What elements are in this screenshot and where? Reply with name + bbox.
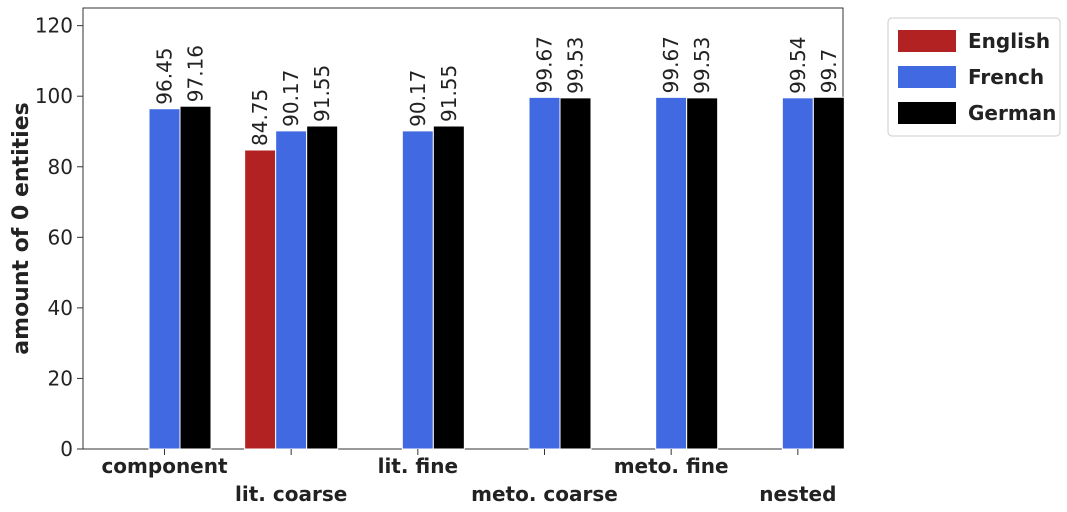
legend: English French German <box>887 17 1061 137</box>
y-tick-label: 120 <box>35 14 73 38</box>
data-label: 99.53 <box>690 37 714 94</box>
bar <box>812 96 845 450</box>
data-label: 99.54 <box>786 37 810 94</box>
data-label: 91.55 <box>310 65 334 122</box>
data-label: 96.45 <box>153 47 177 104</box>
data-label: 99.67 <box>533 36 557 93</box>
y-tick-label: 100 <box>35 84 73 108</box>
x-tick-label: nested <box>759 482 836 506</box>
legend-swatch <box>898 102 956 124</box>
bar <box>179 105 212 450</box>
bar <box>686 97 719 450</box>
x-tick-label: lit. coarse <box>235 482 347 506</box>
data-label: 84.75 <box>248 89 272 146</box>
x-tick-label: meto. coarse <box>471 482 618 506</box>
bar <box>559 97 592 450</box>
y-tick-label: 40 <box>48 296 73 320</box>
legend-swatch <box>898 30 956 52</box>
legend-label: French <box>968 65 1044 89</box>
legend-label: English <box>968 29 1050 53</box>
bar <box>148 108 181 450</box>
data-label: 97.16 <box>184 45 208 102</box>
bar <box>781 97 814 450</box>
bar <box>244 149 277 450</box>
y-tick-label: 0 <box>60 437 73 461</box>
data-label: 90.17 <box>406 70 430 127</box>
legend-swatch <box>898 66 956 88</box>
x-tick-label: meto. fine <box>614 454 729 478</box>
data-label: 91.55 <box>437 65 461 122</box>
plot-area: 0 20 40 60 80 100 120 amount of 0 entities 96.45… <box>9 7 845 506</box>
data-label: 99.67 <box>659 36 683 93</box>
data-label: 99.53 <box>564 37 588 94</box>
bar <box>655 96 688 450</box>
y-tick-label: 20 <box>48 366 73 390</box>
y-axis-label: amount of 0 entities <box>9 102 34 354</box>
legend-label: German <box>968 101 1056 125</box>
x-tick-label: component <box>101 454 228 478</box>
bar <box>432 125 465 450</box>
bar <box>528 96 561 450</box>
data-label: 99.7 <box>817 49 841 94</box>
bar <box>401 130 434 450</box>
x-tick-label: lit. fine <box>378 454 458 478</box>
y-tick-label: 60 <box>48 225 73 249</box>
bar <box>275 130 308 450</box>
y-tick-label: 80 <box>48 155 73 179</box>
bar <box>306 125 339 450</box>
data-label: 90.17 <box>279 70 303 127</box>
